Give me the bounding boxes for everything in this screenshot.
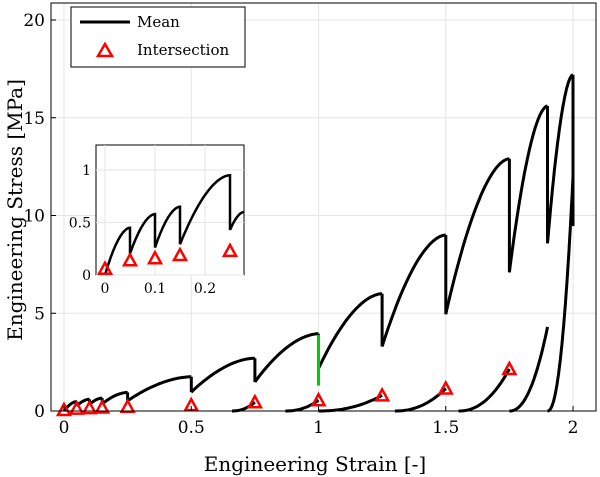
mean-curve-segment	[126, 375, 192, 403]
x-tick-label: 1.5	[432, 418, 459, 438]
inset-mean-tail	[228, 210, 245, 231]
intersection-marker	[374, 386, 391, 402]
inset-intersection-marker	[121, 251, 139, 267]
intersection-marker	[246, 393, 263, 409]
inset-intersection-marker	[146, 249, 164, 265]
legend-mean-label: Mean	[137, 13, 180, 31]
inset-axes-box	[95, 144, 245, 276]
intersection-marker	[68, 400, 85, 415]
mean-curve-segment	[380, 233, 446, 347]
mean-curve-segment	[317, 292, 383, 370]
y-tick-label: 0	[34, 402, 45, 422]
mean-curve-segment	[190, 356, 255, 394]
mean-curve-segment	[253, 332, 319, 383]
y-tick-label: 10	[23, 207, 45, 227]
intersection-marker	[94, 398, 111, 414]
mean-curve-segment	[546, 176, 575, 413]
mean-curve-segment	[546, 73, 574, 244]
intersection-marker	[437, 379, 454, 395]
inset-mean-segment	[178, 173, 232, 245]
y-tick-label: 20	[23, 11, 45, 31]
inset-y-tick-label: 1	[82, 163, 91, 179]
x-tick-label: 0	[59, 418, 70, 438]
x-tick-label: 0.5	[178, 418, 205, 438]
main-plot-area	[55, 73, 575, 417]
inset-x-tick-label: 0.2	[194, 281, 216, 297]
y-tick-label: 15	[23, 109, 45, 129]
inset-chart: 0 0.1 0.2 0 0.5 1	[69, 144, 245, 297]
x-tick-label: 2	[568, 418, 579, 438]
inset-mean-segment	[128, 212, 157, 255]
x-axis-label: Engineering Strain [-]	[204, 452, 426, 476]
mean-curve-segment	[458, 368, 511, 413]
inset-plot-area	[96, 173, 245, 276]
mean-curve-segment	[444, 157, 510, 315]
inset-y-tick-label: 0	[82, 268, 91, 284]
mean-curve-segment	[101, 390, 129, 406]
legend: Mean Intersection	[70, 6, 246, 68]
inset-intersection-marker	[221, 242, 239, 258]
inset-x-tick-label: 0.1	[144, 281, 166, 297]
inset-mean-segment	[103, 226, 132, 276]
y-axis-label: Engineering Stress [MPa]	[3, 79, 27, 341]
intersection-marker	[55, 401, 73, 417]
inset-x-tick-label: 0	[101, 281, 110, 297]
inset-intersection-marker	[171, 246, 189, 262]
mean-curve-segment	[88, 396, 104, 406]
inset-ticks: 0 0.1 0.2 0 0.5 1	[69, 163, 216, 297]
legend-intersection-marker	[95, 41, 115, 58]
intersection-marker	[81, 399, 98, 415]
inset-intersection-marker	[96, 260, 114, 275]
main-axes-box	[50, 2, 597, 412]
inset-mean-segment	[153, 205, 182, 248]
y-tick-label: 5	[34, 304, 45, 324]
intersection-marker	[119, 398, 136, 413]
mean-curve-segment	[509, 326, 549, 413]
inset-y-tick-label: 0.5	[69, 216, 91, 232]
intersection-marker	[501, 360, 518, 376]
legend-intersection-label: Intersection	[137, 41, 229, 59]
x-tick-label: 1	[313, 418, 324, 438]
intersection-marker	[310, 391, 327, 407]
mean-curve-segment	[507, 104, 549, 273]
